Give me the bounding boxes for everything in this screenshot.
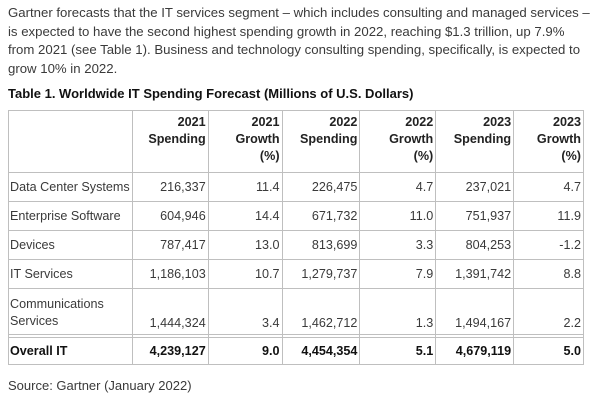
table-cell: 1,462,712: [281, 288, 361, 335]
header-2021-growth: 2021 Growth (%): [207, 110, 283, 173]
header-2022-growth: 2022 Growth (%): [359, 110, 437, 173]
table-row: Enterprise Software 604,946 14.4 671,732…: [8, 201, 584, 231]
table-cell: 11.0: [359, 201, 437, 231]
table-cell: 237,021: [435, 172, 515, 202]
total-cell: 9.0: [207, 337, 283, 365]
header-2023-spending: 2023 Spending: [435, 110, 515, 173]
total-label: Overall IT: [8, 337, 133, 365]
table-row: Data Center Systems 216,337 11.4 226,475…: [8, 172, 584, 202]
table-cell: 4.7: [359, 172, 437, 202]
table-cell: 671,732: [281, 201, 361, 231]
total-cell: 4,239,127: [131, 337, 209, 365]
table-cell: 3.4: [207, 288, 283, 335]
header-2021-spending: 2021 Spending: [131, 110, 209, 173]
table-cell: 1.3: [359, 288, 437, 335]
table-cell: 1,186,103: [131, 259, 209, 289]
row-label: Communications Services: [8, 288, 133, 335]
row-label: IT Services: [8, 259, 133, 289]
table-cell: 13.0: [207, 230, 283, 260]
it-spending-table: 2021 Spending 2021 Growth (%) 2022 Spending …: [8, 110, 584, 365]
total-cell: 4,679,119: [435, 337, 515, 365]
table-row: IT Services 1,186,103 10.7 1,279,737 7.9…: [8, 259, 584, 289]
header-2023-growth: 2023 Growth (%): [513, 110, 584, 173]
table-cell: 1,444,324: [131, 288, 209, 335]
table-row: Communications Services 1,444,324 3.4 1,4…: [8, 288, 584, 335]
row-label: Enterprise Software: [8, 201, 133, 231]
table-cell: 14.4: [207, 201, 283, 231]
total-cell: 4,454,354: [281, 337, 361, 365]
table-cell: 216,337: [131, 172, 209, 202]
table-cell: 3.3: [359, 230, 437, 260]
table-cell: 1,494,167: [435, 288, 515, 335]
table-cell: 1,279,737: [281, 259, 361, 289]
row-label: Devices: [8, 230, 133, 260]
table-cell: 604,946: [131, 201, 209, 231]
table-cell: 8.8: [513, 259, 584, 289]
table-cell: 813,699: [281, 230, 361, 260]
header-blank-cell: [8, 110, 133, 173]
row-label: Data Center Systems: [8, 172, 133, 202]
table-cell: -1.2: [513, 230, 584, 260]
intro-paragraph: Gartner forecasts that the IT services s…: [8, 5, 590, 76]
table-cell: 751,937: [435, 201, 515, 231]
table-cell: 7.9: [359, 259, 437, 289]
total-cell: 5.0: [513, 337, 584, 365]
table-total-row: Overall IT 4,239,127 9.0 4,454,354 5.1 4…: [8, 337, 584, 365]
header-2022-spending: 2022 Spending: [281, 110, 361, 173]
table-cell: 4.7: [513, 172, 584, 202]
table-header-row: 2021 Spending 2021 Growth (%) 2022 Spending …: [8, 110, 584, 173]
table-cell: 226,475: [281, 172, 361, 202]
total-cell: 5.1: [359, 337, 437, 365]
table-cell: 2.2: [513, 288, 584, 335]
table-caption: Table 1. Worldwide IT Spending Forecast …: [8, 86, 414, 101]
table-cell: 10.7: [207, 259, 283, 289]
source-note: Source: Gartner (January 2022): [8, 378, 192, 393]
table-cell: 1,391,742: [435, 259, 515, 289]
table-row: Devices 787,417 13.0 813,699 3.3 804,253…: [8, 230, 584, 260]
table-cell: 11.4: [207, 172, 283, 202]
table-cell: 11.9: [513, 201, 584, 231]
table-cell: 804,253: [435, 230, 515, 260]
table-cell: 787,417: [131, 230, 209, 260]
